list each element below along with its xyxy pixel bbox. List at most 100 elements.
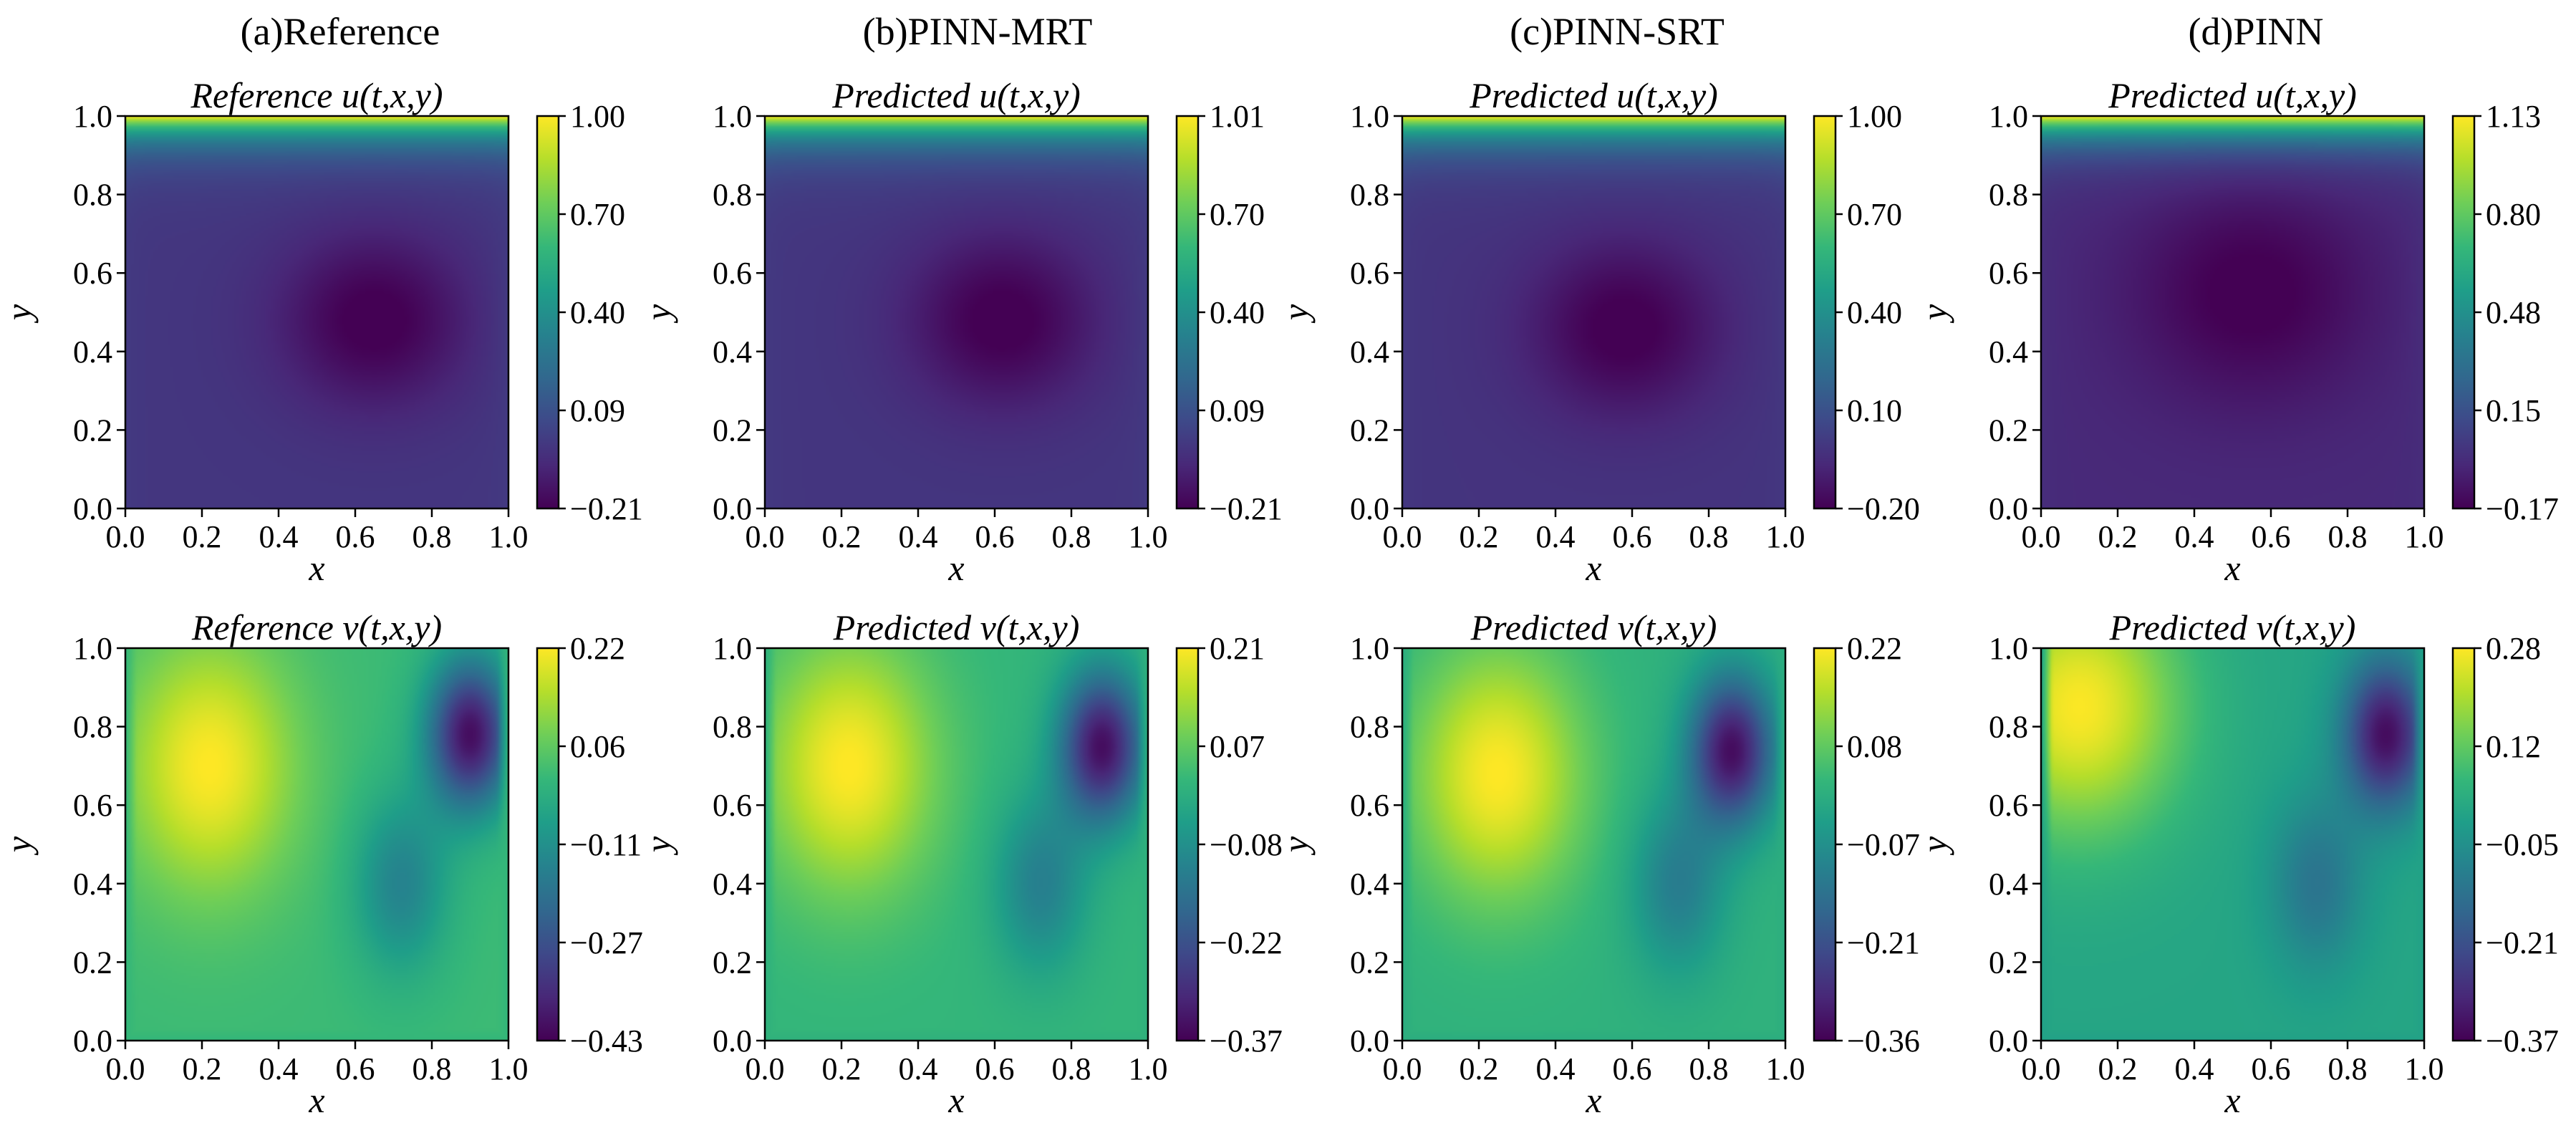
colorbar: [1177, 116, 1198, 508]
y-tick-label: 0.6: [713, 256, 752, 291]
x-tick-label: 0.6: [975, 1051, 1015, 1086]
y-tick-label: 0.4: [1350, 867, 1389, 902]
colorbar-tick-label: 0.09: [1210, 393, 1265, 428]
y-tick-label: 0.8: [73, 178, 112, 213]
heatmap-u-pinn-srt: [1402, 116, 1785, 508]
y-tick-label: 0.2: [713, 413, 752, 448]
x-tick-label: 0.4: [1536, 519, 1576, 554]
y-tick-label: 0.0: [1989, 1023, 2028, 1059]
x-tick-label: 0.4: [259, 1051, 299, 1086]
colorbar-tick-label: 0.06: [570, 729, 625, 764]
colorbar: [2453, 116, 2474, 508]
panel-u-pinn: Predicted u(t,x,y) 0.0 0.2 0.4 0.6 0.8 1.0 0.0 0…: [1914, 75, 2559, 588]
colorbar-tick-label: 0.40: [1847, 295, 1902, 330]
colorbar-tick-label: −0.21: [570, 491, 643, 526]
y-tick-label: 0.6: [1350, 788, 1389, 823]
y-tick-label: 1.0: [1350, 99, 1389, 134]
column-title-a: (a)Reference: [241, 10, 440, 53]
colorbar-tick-label: 0.22: [570, 631, 625, 666]
panel-u-pinn-srt: Predicted u(t,x,y) 0.0 0.2 0.4 0.6 0.8 1.0 0.0 0…: [1275, 75, 1920, 588]
x-tick-label: 0.0: [2022, 1051, 2061, 1086]
y-axis-label: y: [0, 836, 39, 856]
panel-v-pinn-mrt: Predicted v(t,x,y) 0.0 0.2 0.4 0.6 0.8 1.0 0.0 0…: [638, 607, 1283, 1120]
y-tick-label: 0.6: [73, 788, 112, 823]
x-tick-label: 0.0: [106, 519, 145, 554]
colorbar-tick-label: −0.37: [1210, 1023, 1283, 1059]
colorbar-tick-label: −0.07: [1847, 827, 1920, 862]
colorbar: [537, 116, 559, 508]
colorbar-tick-label: 0.40: [570, 295, 625, 330]
plot-frame: [2040, 115, 2426, 510]
colorbar-tick-label: −0.08: [1210, 827, 1283, 862]
y-axis-label: y: [1914, 304, 1954, 324]
colorbar-tick-label: 0.70: [1847, 197, 1902, 232]
colorbar-tick-label: 0.12: [2486, 729, 2541, 764]
colorbar-tick-label: 0.70: [570, 197, 625, 232]
y-tick-label: 0.8: [73, 710, 112, 745]
y-tick-label: 0.6: [73, 256, 112, 291]
y-axis-label: y: [638, 836, 678, 856]
y-axis-label: y: [1914, 836, 1954, 856]
x-tick-label: 0.6: [336, 1051, 375, 1086]
x-tick-label: 0.4: [2175, 1051, 2214, 1086]
x-tick-label: 0.0: [746, 519, 785, 554]
x-tick-label: 0.4: [1536, 1051, 1576, 1086]
colorbar: [2453, 648, 2474, 1041]
y-tick-label: 1.0: [1989, 631, 2028, 666]
colorbar: [1814, 116, 1835, 508]
colorbar: [1814, 648, 1835, 1041]
colorbar-tick-label: −0.17: [2486, 491, 2559, 526]
heatmap-u-pinn: [2041, 116, 2424, 508]
x-tick-label: 1.0: [489, 1051, 529, 1086]
y-axis-label: y: [0, 304, 39, 324]
x-tick-label: 0.6: [2252, 1051, 2291, 1086]
colorbar-tick-label: 0.70: [1210, 197, 1265, 232]
y-tick-label: 0.2: [73, 945, 112, 980]
plot-frame: [2040, 647, 2426, 1042]
y-tick-label: 0.0: [1350, 1023, 1389, 1059]
colorbar-tick-label: −0.21: [1210, 491, 1283, 526]
colorbar: [537, 648, 559, 1041]
x-tick-label: 0.6: [1613, 1051, 1652, 1086]
plot-title: Reference u(t,x,y): [190, 75, 443, 115]
y-tick-label: 0.0: [713, 491, 752, 526]
x-tick-label: 0.8: [1052, 519, 1091, 554]
x-tick-label: 0.6: [336, 519, 375, 554]
y-tick-label: 0.8: [713, 178, 752, 213]
y-tick-label: 0.6: [1350, 256, 1389, 291]
panel-v-pinn: Predicted v(t,x,y) 0.0 0.2 0.4 0.6 0.8 1.0 0.0 0…: [1914, 607, 2559, 1120]
colorbar-tick-label: −0.21: [1847, 925, 1920, 960]
y-tick-label: 0.4: [713, 334, 752, 370]
colorbar-tick-label: −0.36: [1847, 1023, 1920, 1059]
x-tick-label: 0.2: [822, 519, 862, 554]
y-tick-label: 0.2: [1350, 945, 1389, 980]
y-tick-label: 0.4: [73, 867, 112, 902]
x-axis-label: x: [308, 548, 324, 588]
heatmap-u-reference: [125, 116, 508, 508]
x-axis-label: x: [308, 1080, 324, 1120]
panel-v-pinn-srt: Predicted v(t,x,y) 0.0 0.2 0.4 0.6 0.8 1.0 0.0 0…: [1275, 607, 1920, 1120]
heatmap-v-pinn: [2041, 648, 2424, 1041]
y-tick-label: 0.4: [1350, 334, 1389, 370]
x-axis-label: x: [1585, 1080, 1601, 1120]
y-axis-label: y: [1275, 836, 1316, 856]
plot-frame: [763, 115, 1149, 510]
x-tick-label: 1.0: [2405, 1051, 2444, 1086]
colorbar-tick-label: 1.13: [2486, 99, 2541, 134]
colorbar-tick-label: 0.15: [2486, 393, 2541, 428]
heatmap-v-reference: [125, 648, 508, 1041]
y-tick-label: 0.6: [1989, 256, 2028, 291]
y-tick-label: 0.4: [73, 334, 112, 370]
x-axis-label: x: [2224, 1080, 2240, 1120]
colorbar-tick-label: −0.11: [570, 827, 642, 862]
y-tick-label: 0.0: [1350, 491, 1389, 526]
colorbar-tick-label: 0.28: [2486, 631, 2541, 666]
y-tick-label: 0.8: [1989, 178, 2028, 213]
heatmap-v-pinn-mrt: [765, 648, 1148, 1041]
y-tick-label: 0.6: [1989, 788, 2028, 823]
column-title-c: (c)PINN-SRT: [1510, 10, 1724, 53]
y-tick-label: 0.4: [1989, 867, 2028, 902]
y-tick-label: 0.4: [713, 867, 752, 902]
x-tick-label: 0.2: [1460, 1051, 1499, 1086]
